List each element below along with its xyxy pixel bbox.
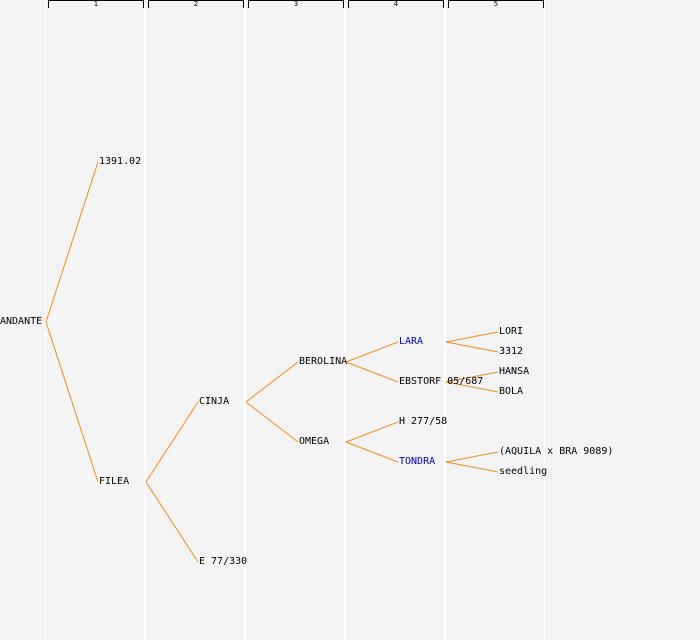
node-h-277-58[interactable]: H 277/58 [399,416,448,427]
node-andante[interactable]: ANDANTE [0,316,43,327]
node-hansa[interactable]: HANSA [499,366,530,377]
node-omega[interactable]: OMEGA [299,436,330,447]
node-e-77-330[interactable]: E 77/330 [199,556,248,567]
node-tondra[interactable]: TONDRA [399,456,436,467]
connector-filea-cinja [145,401,199,483]
connector-lara-3312 [445,341,499,353]
node-berolina[interactable]: BEROLINA [299,356,348,367]
connector-andante-1391 [45,161,99,323]
generation-column-1 [45,0,145,640]
connector-tondra-aquila [445,451,499,463]
connector-lara-lori [445,331,499,343]
generation-column-3 [245,0,345,640]
generation-column-4 [345,0,445,640]
node-lara[interactable]: LARA [399,336,424,347]
node-lori[interactable]: LORI [499,326,524,337]
node-filea[interactable]: FILEA [99,476,130,487]
node-ebstorf[interactable]: EBSTORF 05/687 [399,376,484,387]
connector-ebstorf-hansa [445,371,499,383]
connector-berolina-ebstorf [345,361,399,383]
generation-header-5: 5 [448,0,544,8]
node-1391-02[interactable]: 1391.02 [99,156,142,167]
connector-tondra-seedling [445,461,499,473]
connector-berolina-lara [345,341,399,363]
generation-column-5 [445,0,545,640]
node-seedling[interactable]: seedling [499,466,548,477]
connector-andante-filea [45,321,99,483]
connector-cinja-berolina [245,361,299,403]
connector-filea-e77 [145,481,199,563]
generation-header-3: 3 [248,0,344,8]
node-bola[interactable]: BOLA [499,386,524,397]
node-cinja[interactable]: CINJA [199,396,230,407]
generation-header-4: 4 [348,0,444,8]
node-aquila-bra[interactable]: (AQUILA x BRA 9089) [499,446,614,457]
generation-header-1: 1 [48,0,144,8]
generation-header-2: 2 [148,0,244,8]
connector-omega-h277 [345,421,399,443]
generation-column-2 [145,0,245,640]
connector-cinja-omega [245,401,299,443]
node-3312[interactable]: 3312 [499,346,524,357]
connector-omega-tondra [345,441,399,463]
connector-ebstorf-bola [445,381,499,393]
